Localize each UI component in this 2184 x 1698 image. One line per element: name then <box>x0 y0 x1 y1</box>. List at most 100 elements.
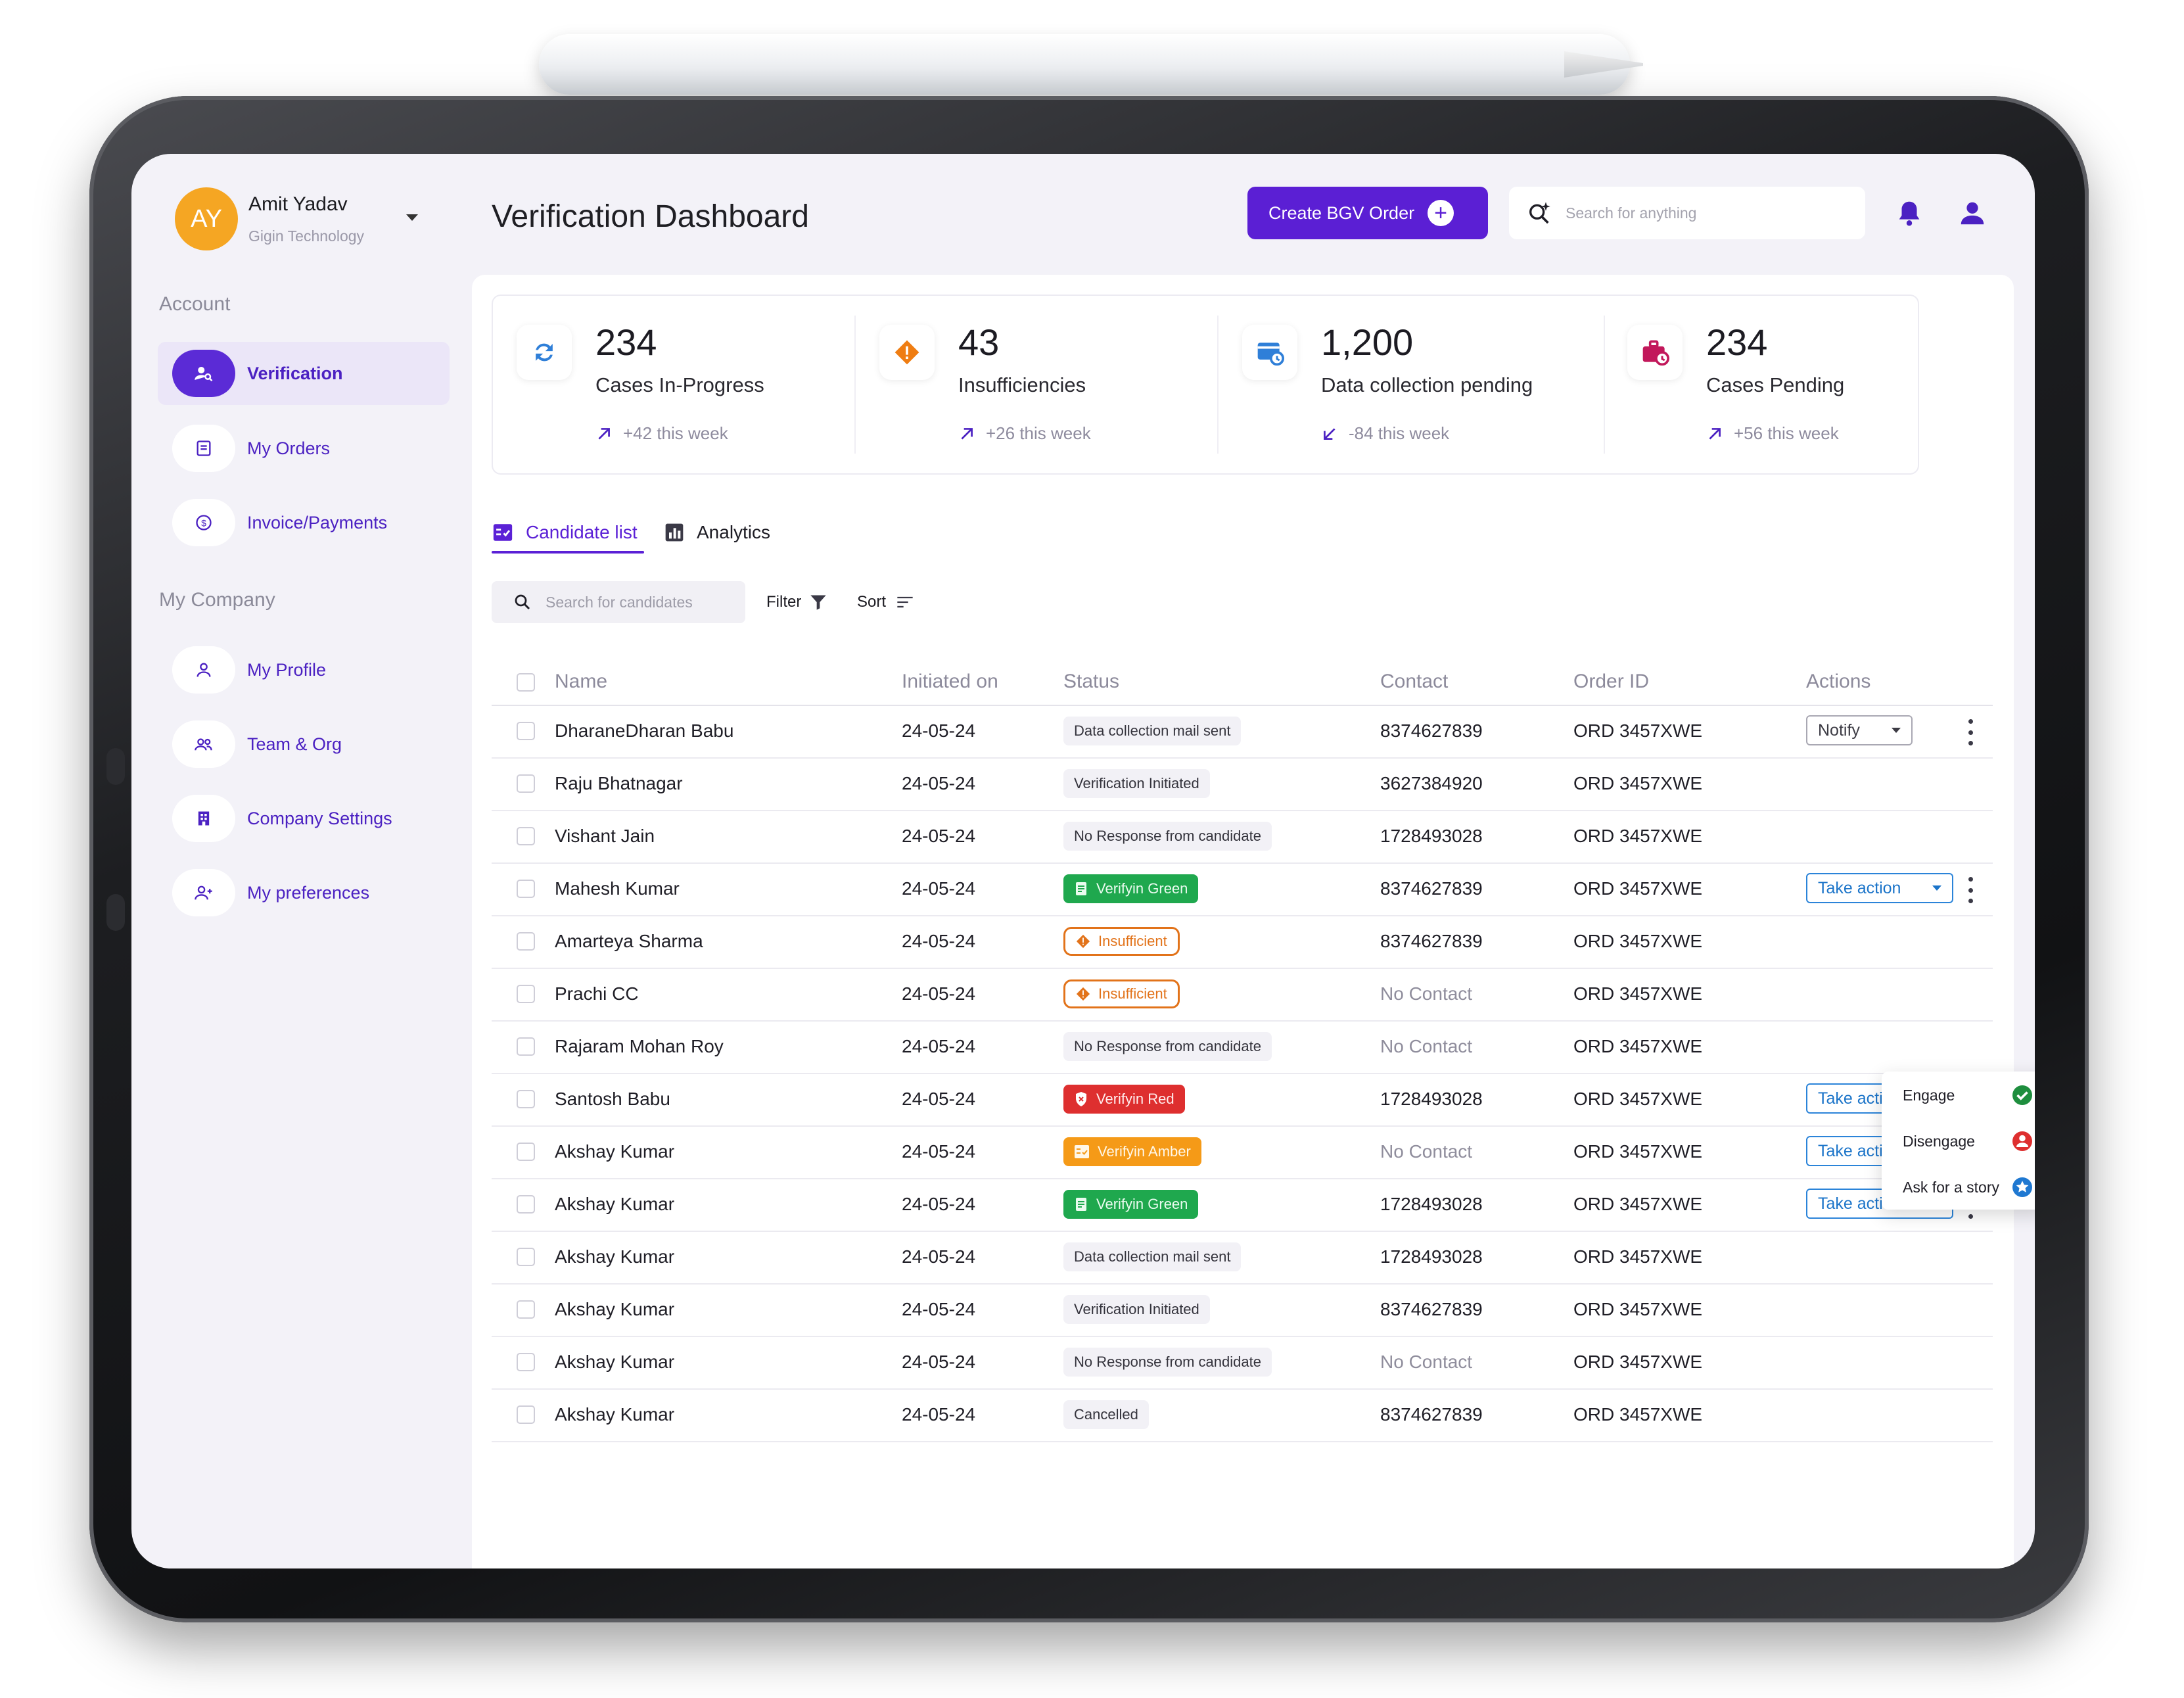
cell-name: Vishant Jain <box>555 826 655 846</box>
row-checkbox[interactable] <box>517 985 535 1003</box>
stat-trend: +56 this week <box>1706 423 1839 444</box>
sidebar-item-team-org[interactable]: Team & Org <box>158 713 450 776</box>
payment-icon: $ <box>172 499 235 546</box>
stat-label: Cases In-Progress <box>595 373 764 396</box>
table-row[interactable]: Akshay Kumar 24-05-24 Verifyin Amber No Con… <box>492 1125 1993 1179</box>
row-checkbox[interactable] <box>517 827 535 845</box>
row-checkbox[interactable] <box>517 1143 535 1161</box>
tab-analytics[interactable]: Analytics <box>664 513 770 552</box>
profile-icon <box>172 646 235 694</box>
row-checkbox[interactable] <box>517 774 535 793</box>
sidebar-item-label: Verification <box>247 363 343 383</box>
row-checkbox[interactable] <box>517 1353 535 1371</box>
menu-item-ask-for-a-story[interactable]: Ask for a story <box>1903 1174 2034 1200</box>
table-row[interactable]: Santosh Babu 24-05-24 Verifyin Red 17284930… <box>492 1073 1993 1127</box>
table-row[interactable]: Akshay Kumar 24-05-24 Verification Initiat… <box>492 1283 1993 1337</box>
candidate-search-input[interactable] <box>544 592 744 612</box>
row-checkbox[interactable] <box>517 1248 535 1266</box>
orders-icon <box>172 425 235 472</box>
star-badge-icon <box>2012 1177 2032 1197</box>
cell-name: Akshay Kumar <box>555 1141 675 1162</box>
sort-icon <box>897 596 913 608</box>
more-vert-icon[interactable] <box>1964 877 1977 903</box>
status-badge: Data collection mail sent <box>1063 717 1242 745</box>
table-row[interactable]: Akshay Kumar 24-05-24 No Response from can… <box>492 1336 1993 1390</box>
sidebar-item-my-orders[interactable]: My Orders <box>158 417 450 480</box>
global-search-input[interactable] <box>1564 203 1843 223</box>
cell-contact: 8374627839 <box>1380 720 1483 741</box>
main-panel: 234 Cases In-Progress +42 this week 43 I… <box>472 275 2014 1568</box>
notify-button[interactable]: Notify <box>1806 715 1913 745</box>
user-profile-icon[interactable] <box>1957 197 1987 232</box>
filter-label: Filter <box>766 593 802 611</box>
table-row[interactable]: Vishant Jain 24-05-24 No Response from can… <box>492 810 1993 864</box>
row-checkbox[interactable] <box>517 1195 535 1214</box>
row-checkbox[interactable] <box>517 722 535 740</box>
status-text: Insufficient <box>1098 933 1167 949</box>
row-checkbox[interactable] <box>517 1405 535 1424</box>
table-row[interactable]: Prachi CC 24-05-24 Insufficient No Contact O… <box>492 968 1993 1022</box>
table-row[interactable]: DharaneDharan Babu 24-05-24 Data collectio… <box>492 705 1993 759</box>
bell-icon[interactable] <box>1894 197 1924 232</box>
take-action-button[interactable]: Take action <box>1806 873 1953 903</box>
menu-item-label: Engage <box>1903 1086 1955 1104</box>
candidate-search[interactable] <box>492 581 745 623</box>
table-row[interactable]: Akshay Kumar 24-05-24 Cancelled 8374627839 O… <box>492 1388 1993 1442</box>
sidebar-item-invoice-payments[interactable]: $ Invoice/Payments <box>158 491 450 554</box>
column-header-contact[interactable]: Contact <box>1380 671 1449 692</box>
column-header-initiated[interactable]: Initiated on <box>902 671 998 692</box>
row-checkbox[interactable] <box>517 1037 535 1056</box>
cell-order-id: ORD 3457XWE <box>1573 720 1703 741</box>
create-bgv-order-button[interactable]: Create BGV Order + <box>1247 187 1488 239</box>
cell-initiated: 24-05-24 <box>902 773 976 793</box>
sidebar-item-company-settings[interactable]: Company Settings <box>158 787 450 850</box>
status-text: Verifyin Green <box>1096 880 1188 897</box>
table-row[interactable]: Amarteya Sharma 24-05-24 Insufficient 83746… <box>492 915 1993 969</box>
sort-button[interactable]: Sort <box>857 581 916 623</box>
cell-contact: 8374627839 <box>1380 1299 1483 1319</box>
row-checkbox[interactable] <box>517 880 535 898</box>
table-row[interactable]: Akshay Kumar 24-05-24 Data collection mail… <box>492 1231 1993 1285</box>
tab-candidate-list[interactable]: Candidate list <box>492 513 638 552</box>
column-header-status[interactable]: Status <box>1063 671 1120 692</box>
menu-item-engage[interactable]: Engage <box>1903 1082 2034 1108</box>
filter-button[interactable]: Filter <box>766 581 827 623</box>
cell-name: Akshay Kumar <box>555 1194 675 1214</box>
sidebar-item-verification[interactable]: Verification <box>158 342 450 405</box>
status-text: Insufficient <box>1098 985 1167 1002</box>
avatar[interactable]: AY <box>175 187 238 250</box>
menu-item-disengage[interactable]: Disengage <box>1903 1128 2034 1154</box>
table-row[interactable]: Akshay Kumar 24-05-24 Verifyin Green 172849… <box>492 1178 1993 1232</box>
sidebar-item-my-preferences[interactable]: My preferences <box>158 861 450 924</box>
table-row[interactable]: Raju Bhatnagar 24-05-24 Verification Initi… <box>492 757 1993 811</box>
row-checkbox[interactable] <box>517 1300 535 1319</box>
cell-name: Akshay Kumar <box>555 1246 675 1267</box>
stat-trend-text: +56 this week <box>1734 423 1839 443</box>
cell-order-id: ORD 3457XWE <box>1573 1404 1703 1425</box>
cell-name: Akshay Kumar <box>555 1299 675 1319</box>
bar-chart-icon <box>665 523 684 542</box>
cell-name: Prachi CC <box>555 983 639 1004</box>
sidebar-item-my-profile[interactable]: My Profile <box>158 638 450 701</box>
warning-diamond-icon <box>1076 934 1090 949</box>
caret-down-icon <box>1892 728 1901 733</box>
select-all-checkbox[interactable] <box>517 673 535 692</box>
column-header-order-id[interactable]: Order ID <box>1573 671 1650 692</box>
row-checkbox[interactable] <box>517 1090 535 1108</box>
more-vert-icon[interactable] <box>1964 719 1977 745</box>
status-text: Data collection mail sent <box>1074 1248 1231 1265</box>
stat-value: 1,200 <box>1321 321 1414 363</box>
chevron-down-icon[interactable] <box>406 214 418 221</box>
table-row[interactable]: Rajaram Mohan Roy 24-05-24 No Response fro… <box>492 1020 1993 1074</box>
table-row[interactable]: Mahesh Kumar 24-05-24 Verifyin Green 837462… <box>492 862 1993 916</box>
column-header-name[interactable]: Name <box>555 671 608 692</box>
cell-contact: 1728493028 <box>1380 1194 1483 1214</box>
cell-order-id: ORD 3457XWE <box>1573 1089 1703 1109</box>
cell-contact: No Contact <box>1380 1036 1473 1056</box>
cell-contact: 8374627839 <box>1380 931 1483 951</box>
global-search[interactable] <box>1509 187 1865 239</box>
team-icon <box>172 720 235 768</box>
arrow-up-right-icon <box>961 427 973 440</box>
row-checkbox[interactable] <box>517 932 535 951</box>
cell-initiated: 24-05-24 <box>902 1404 976 1425</box>
